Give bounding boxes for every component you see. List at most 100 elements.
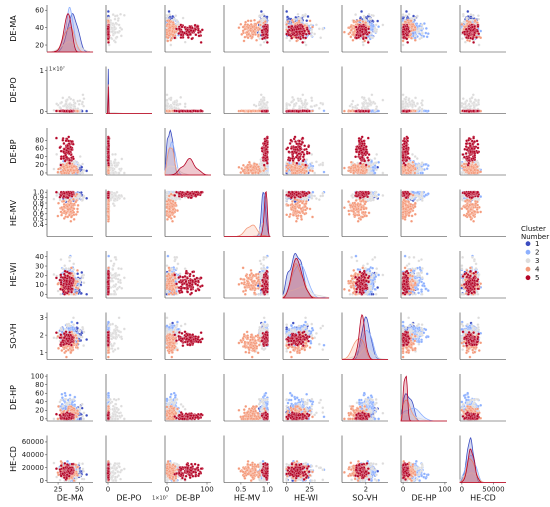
panel-DE-MA-vs-SO-VH (341, 5, 388, 53)
point-cluster-5 (294, 30, 298, 34)
point-cluster-4 (257, 33, 260, 37)
y-tick-label: 0 (40, 108, 44, 116)
point-cluster-5 (298, 30, 302, 34)
point-cluster-5 (359, 34, 362, 38)
point-cluster-5 (297, 27, 301, 31)
point-cluster-3 (373, 27, 377, 30)
point-cluster-5 (354, 25, 358, 29)
point-cluster-5 (366, 40, 370, 44)
point-cluster-4 (349, 28, 353, 32)
point-cluster-4 (413, 38, 417, 42)
point-cluster-5 (471, 37, 475, 41)
point-cluster-2 (426, 32, 430, 36)
point-cluster-1 (360, 10, 363, 13)
point-cluster-5 (181, 30, 184, 34)
point-cluster-5 (467, 27, 471, 31)
point-cluster-3 (183, 102, 187, 106)
point-cluster-5 (188, 32, 192, 36)
point-cluster-3 (310, 28, 314, 32)
point-cluster-4 (403, 20, 407, 24)
point-cluster-3 (77, 102, 81, 106)
point-cluster-3 (261, 13, 264, 16)
point-cluster-3 (111, 22, 115, 26)
point-cluster-5 (472, 33, 476, 37)
point-cluster-5 (355, 33, 358, 37)
point-cluster-4 (241, 25, 245, 29)
panel-DE-MA-vs-HE-CD (459, 5, 506, 53)
point-cluster-5 (305, 27, 309, 31)
point-cluster-2 (424, 31, 428, 35)
point-cluster-4 (247, 32, 251, 36)
point-cluster-5 (106, 32, 110, 36)
point-cluster-1 (85, 109, 89, 113)
point-cluster-5 (260, 29, 264, 33)
point-cluster-4 (168, 23, 171, 27)
point-cluster-4 (246, 36, 250, 40)
point-cluster-5 (402, 32, 406, 36)
point-cluster-3 (110, 30, 114, 34)
point-cluster-5 (364, 28, 368, 32)
point-cluster-3 (65, 105, 69, 109)
point-cluster-4 (242, 39, 246, 43)
point-cluster-3 (410, 17, 414, 20)
point-cluster-3 (67, 95, 71, 99)
point-cluster-5 (464, 27, 468, 31)
point-cluster-1 (285, 10, 289, 13)
point-cluster-5 (303, 29, 307, 33)
point-cluster-3 (73, 101, 77, 105)
panel-DE-MA-vs-HE-WI (282, 5, 329, 53)
point-cluster-3 (404, 14, 408, 18)
point-cluster-4 (249, 29, 253, 32)
point-cluster-5 (175, 27, 178, 31)
point-cluster-3 (174, 14, 178, 18)
point-cluster-3 (183, 40, 187, 44)
point-cluster-3 (310, 34, 314, 38)
kde-cluster-5 (106, 86, 152, 114)
point-cluster-3 (110, 26, 114, 30)
point-cluster-4 (358, 18, 362, 22)
point-cluster-3 (361, 43, 365, 47)
point-cluster-4 (168, 29, 172, 32)
kde-cluster-5 (47, 13, 93, 53)
point-cluster-5 (186, 28, 190, 32)
point-cluster-4 (460, 22, 464, 26)
kde-cluster-1 (106, 68, 152, 114)
point-cluster-1 (171, 15, 175, 18)
point-cluster-3 (477, 17, 481, 21)
point-cluster-3 (69, 103, 73, 107)
point-cluster-5 (291, 28, 294, 32)
point-cluster-3 (119, 12, 122, 16)
point-cluster-4 (349, 35, 353, 39)
point-cluster-3 (114, 21, 118, 25)
point-cluster-2 (479, 29, 483, 33)
y-tick-label: 1 (40, 67, 44, 75)
point-cluster-3 (165, 93, 169, 97)
point-cluster-4 (253, 18, 256, 22)
point-cluster-3 (368, 17, 372, 20)
point-cluster-3 (113, 25, 116, 29)
point-cluster-4 (349, 25, 353, 29)
point-cluster-3 (64, 102, 68, 106)
point-cluster-1 (376, 19, 380, 23)
point-cluster-5 (62, 109, 66, 113)
point-cluster-3 (173, 100, 176, 104)
point-cluster-3 (114, 40, 117, 44)
point-cluster-4 (401, 39, 405, 43)
point-cluster-3 (309, 23, 313, 27)
point-cluster-5 (401, 30, 405, 34)
point-cluster-3 (115, 35, 119, 39)
point-cluster-4 (249, 19, 253, 23)
point-cluster-3 (381, 23, 385, 27)
point-cluster-5 (301, 25, 304, 29)
pairplot-panels: 204060010204060800.40.50.60.70.80.91.001… (22, 5, 506, 502)
point-cluster-5 (189, 29, 193, 33)
point-cluster-3 (313, 32, 317, 36)
point-cluster-3 (477, 43, 481, 47)
point-cluster-4 (256, 21, 260, 24)
point-cluster-5 (361, 37, 365, 41)
point-cluster-5 (200, 28, 204, 32)
point-cluster-3 (462, 14, 465, 18)
point-cluster-3 (115, 14, 119, 18)
point-cluster-5 (477, 32, 481, 36)
